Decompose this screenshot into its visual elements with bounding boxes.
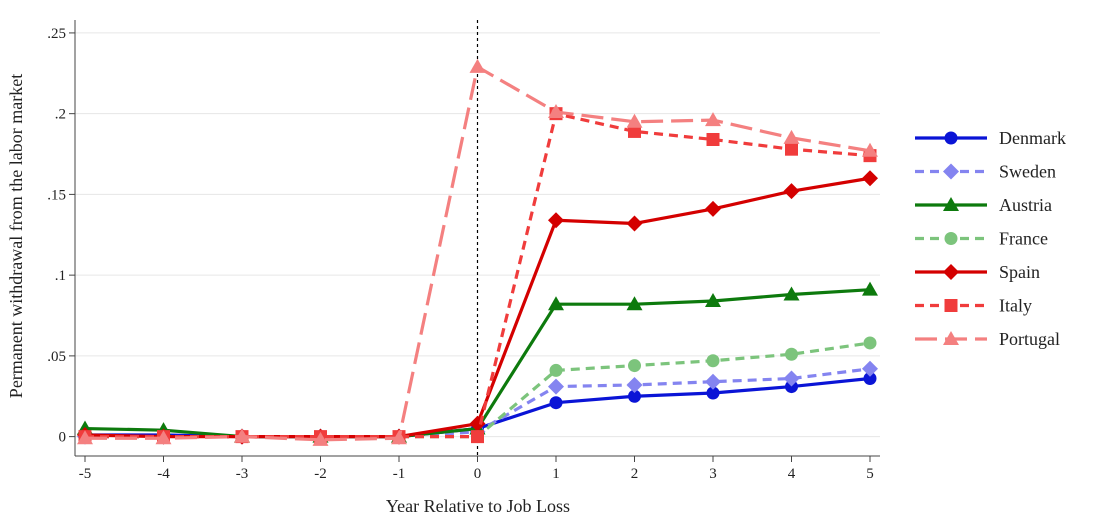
x-tick-label: 4 bbox=[788, 466, 796, 482]
data-point bbox=[783, 370, 800, 387]
legend-label: Italy bbox=[999, 296, 1032, 316]
legend-swatch-marker bbox=[943, 264, 959, 280]
x-tick-label: 2 bbox=[631, 466, 639, 482]
data-point bbox=[783, 129, 800, 144]
x-tick-label: 5 bbox=[866, 466, 874, 482]
data-point bbox=[626, 215, 643, 232]
data-point bbox=[705, 112, 721, 127]
x-tick-label: 3 bbox=[709, 466, 717, 482]
legend-swatch-marker bbox=[943, 163, 959, 180]
data-point bbox=[312, 431, 329, 446]
data-point bbox=[549, 363, 563, 377]
x-tick-label: 1 bbox=[552, 466, 560, 482]
data-point bbox=[863, 371, 877, 385]
y-axis-title: Permanent withdrawal from the labor mark… bbox=[6, 74, 26, 398]
legend-item: Austria bbox=[915, 195, 1052, 215]
data-point bbox=[626, 296, 643, 311]
data-point bbox=[862, 360, 878, 377]
x-tick-label: -4 bbox=[157, 466, 170, 482]
legend-swatch-marker bbox=[944, 232, 958, 245]
y-tick-label: .15 bbox=[47, 187, 66, 203]
data-point bbox=[548, 212, 564, 229]
data-point bbox=[628, 124, 641, 138]
legend-label: Sweden bbox=[999, 162, 1056, 182]
legend-item: Denmark bbox=[915, 128, 1066, 148]
data-point bbox=[862, 142, 878, 157]
data-point bbox=[862, 281, 878, 296]
series-group bbox=[77, 58, 878, 446]
data-point bbox=[391, 430, 407, 445]
series-line bbox=[84, 176, 871, 439]
x-tick-label: -1 bbox=[393, 466, 406, 482]
x-tick-label: -5 bbox=[79, 466, 92, 482]
data-point bbox=[706, 132, 720, 146]
x-tick-label: -2 bbox=[314, 466, 327, 482]
legend-item: Italy bbox=[915, 296, 1032, 316]
legend-swatch-marker bbox=[944, 131, 958, 145]
data-point bbox=[548, 104, 564, 119]
data-point bbox=[783, 286, 800, 301]
data-point bbox=[155, 430, 172, 445]
series-spain bbox=[77, 170, 878, 445]
legend-label: France bbox=[999, 229, 1048, 249]
data-point bbox=[77, 430, 93, 445]
data-point bbox=[548, 296, 564, 311]
data-point bbox=[626, 113, 643, 128]
legend: Denmark Sweden Austria France Spain Italy Port… bbox=[915, 128, 1066, 349]
series-portugal bbox=[77, 58, 878, 446]
legend-swatch-marker bbox=[944, 299, 958, 312]
axes: 0 .05 .1 .15 .2 .25 -5 -4 -3 -2 -1 0 1 2 3 4 5 bbox=[47, 20, 880, 482]
legend-item: Spain bbox=[915, 262, 1040, 282]
x-axis-title: Year Relative to Job Loss bbox=[386, 496, 570, 516]
data-point bbox=[785, 142, 798, 156]
x-tick-label: 0 bbox=[474, 466, 482, 482]
legend-label: Portugal bbox=[999, 329, 1060, 349]
data-point bbox=[628, 359, 641, 373]
legend-item: Sweden bbox=[915, 162, 1056, 182]
data-point bbox=[469, 58, 486, 73]
data-point bbox=[626, 376, 643, 393]
legend-item: Portugal bbox=[915, 329, 1060, 349]
legend-label: Spain bbox=[999, 262, 1040, 282]
data-point bbox=[628, 389, 641, 403]
legend-swatch-marker bbox=[943, 197, 959, 211]
data-point bbox=[471, 430, 484, 444]
x-tick-label: -3 bbox=[236, 466, 249, 482]
data-point bbox=[705, 373, 721, 390]
data-point bbox=[863, 336, 877, 350]
data-point bbox=[785, 347, 798, 361]
y-tick-label: 0 bbox=[59, 430, 67, 446]
legend-label: Denmark bbox=[999, 128, 1066, 148]
y-tick-label: .05 bbox=[47, 349, 66, 365]
data-point bbox=[705, 292, 721, 307]
data-point bbox=[785, 380, 798, 394]
legend-swatch-marker bbox=[943, 331, 959, 345]
data-point bbox=[548, 378, 564, 395]
data-point bbox=[549, 396, 563, 410]
data-point bbox=[862, 170, 878, 187]
legend-label: Austria bbox=[999, 195, 1052, 215]
data-point bbox=[234, 428, 250, 443]
data-point bbox=[706, 354, 720, 368]
y-tick-label: .1 bbox=[55, 268, 66, 284]
data-point bbox=[705, 200, 721, 217]
y-tick-label: .25 bbox=[47, 26, 66, 42]
legend-item: France bbox=[915, 229, 1048, 249]
data-point bbox=[783, 183, 800, 200]
data-point bbox=[706, 386, 720, 400]
y-tick-label: .2 bbox=[55, 107, 66, 123]
